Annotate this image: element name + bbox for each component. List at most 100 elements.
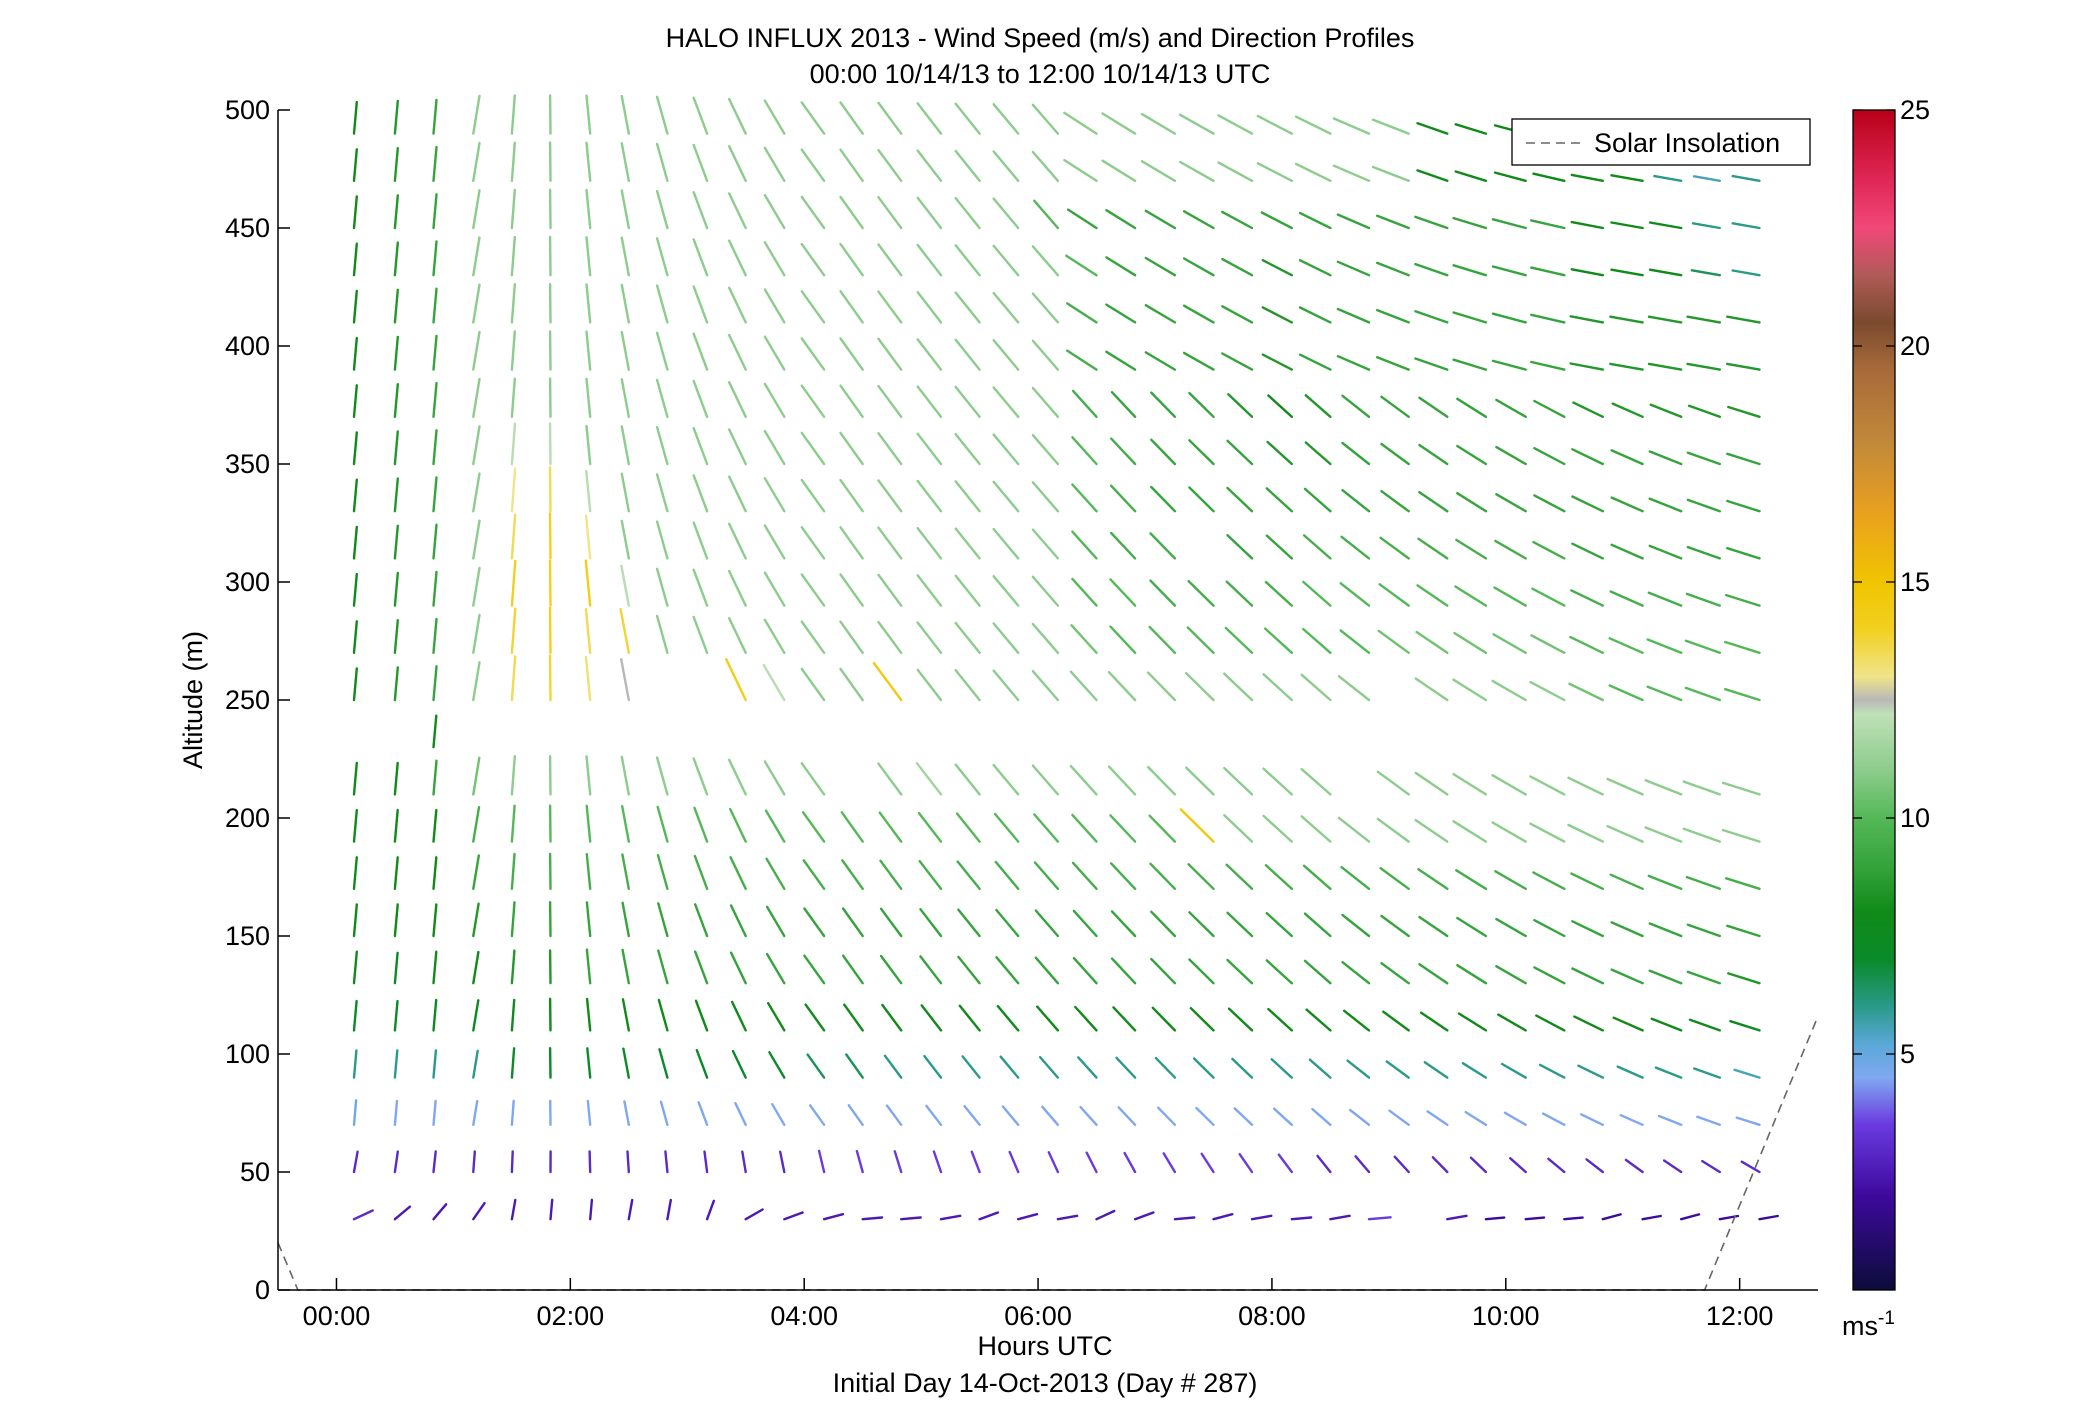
wind-barb <box>1223 814 1254 843</box>
wind-barb <box>655 426 669 466</box>
wind-barb <box>728 97 747 135</box>
wind-barb <box>1646 685 1683 702</box>
wind-barb <box>1303 912 1332 938</box>
wind-barb <box>855 1149 864 1174</box>
wind-barb <box>877 479 903 513</box>
wind-barb <box>1085 1151 1098 1174</box>
y-tick-label: 150 <box>225 921 270 951</box>
wind-barb <box>432 1203 448 1221</box>
wind-barb <box>1648 450 1683 466</box>
wind-barb <box>432 665 438 702</box>
wind-barb <box>877 384 903 418</box>
wind-barb <box>1140 112 1177 135</box>
wind-barb <box>1532 172 1566 183</box>
wind-barb <box>1452 216 1488 230</box>
wind-barb <box>1371 118 1410 135</box>
wind-barb <box>1686 498 1722 513</box>
wind-barb <box>1610 221 1644 230</box>
wind-barb <box>1727 972 1761 985</box>
wind-barb <box>1261 353 1294 371</box>
wind-barb <box>1619 1113 1644 1127</box>
wind-barb <box>1385 1060 1410 1079</box>
wind-barb <box>1294 115 1332 135</box>
wind-barb <box>352 478 358 513</box>
wind-barb <box>1393 1155 1410 1174</box>
wind-barb <box>992 339 1020 371</box>
wind-barb <box>1529 775 1566 796</box>
wind-barb <box>1063 111 1098 135</box>
wind-barb <box>1484 1216 1506 1221</box>
wind-barb <box>802 859 826 890</box>
wind-barb <box>1107 765 1137 796</box>
wind-barb <box>1107 671 1137 702</box>
wind-barb <box>1726 499 1761 513</box>
legend[interactable]: Solar Insolation <box>1511 118 1811 166</box>
wind-barb <box>655 142 669 183</box>
wind-barb <box>1533 447 1566 466</box>
wind-barb <box>800 573 826 607</box>
wind-barb <box>822 1212 845 1221</box>
wind-barb <box>1031 292 1060 324</box>
wind-barb <box>1726 924 1761 938</box>
wind-barb <box>549 1198 554 1221</box>
wind-barb <box>472 141 481 183</box>
wind-barb <box>352 289 358 324</box>
wind-barb <box>1532 871 1566 890</box>
wind-barb <box>1692 175 1722 183</box>
wind-barb <box>1491 821 1527 843</box>
wind-barb <box>510 998 516 1032</box>
wind-barb <box>1339 629 1371 654</box>
wind-barb <box>586 1047 592 1079</box>
wind-barb <box>1414 215 1449 230</box>
x-tick-label: 06:00 <box>1004 1301 1072 1331</box>
wind-barb <box>957 908 981 938</box>
wind-barb <box>352 856 358 890</box>
x-axis-label-initial-day: Initial Day 14-Oct-2013 (Day # 287) <box>833 1368 1258 1398</box>
wind-barb <box>1105 350 1137 371</box>
wind-barb <box>620 658 630 702</box>
wind-barb <box>801 811 826 843</box>
wind-barb <box>1302 534 1332 560</box>
wind-barb <box>731 1049 747 1079</box>
wind-barb <box>767 1002 786 1032</box>
wind-barb <box>1454 170 1488 183</box>
wind-barb <box>432 759 438 796</box>
wind-barb <box>626 1150 630 1174</box>
wind-barb <box>1646 638 1683 654</box>
wind-barb <box>588 1150 592 1174</box>
wind-barb <box>1188 958 1215 985</box>
wind-barb <box>510 1099 515 1127</box>
wind-barb <box>916 432 943 466</box>
wind-barb <box>992 763 1020 796</box>
wind-barb <box>1723 640 1761 654</box>
wind-barb <box>1731 269 1761 277</box>
wind-barb <box>655 756 669 796</box>
wind-barb <box>1535 1014 1566 1032</box>
wind-barb <box>1524 1216 1546 1221</box>
wind-barb <box>861 1216 884 1221</box>
wind-barb <box>1033 813 1060 843</box>
wind-barb <box>1696 1115 1722 1127</box>
wind-barb <box>1493 586 1527 607</box>
wind-barb <box>1610 921 1644 938</box>
wind-barb <box>915 762 943 796</box>
wind-barb <box>1453 631 1488 654</box>
wind-barb <box>472 566 481 607</box>
wind-barb <box>845 1053 864 1079</box>
wind-barb <box>1173 1216 1196 1221</box>
x-tick-label: 08:00 <box>1238 1301 1306 1331</box>
wind-barb <box>1300 673 1332 702</box>
y-tick-label: 400 <box>225 331 270 361</box>
wind-barb <box>1038 1055 1060 1079</box>
wind-barb <box>1298 259 1332 277</box>
wind-barb <box>877 196 903 230</box>
wind-barb <box>692 427 709 466</box>
wind-barb <box>1414 677 1449 702</box>
wind-barb <box>623 1100 630 1127</box>
wind-barb <box>510 1198 517 1221</box>
wind-barb <box>432 334 438 371</box>
wind-barb <box>978 1211 1000 1221</box>
wind-barb <box>1302 864 1332 890</box>
colorbar: 5 10 15 20 25 ms-1 <box>1842 95 1930 1341</box>
wind-barb <box>1149 532 1177 560</box>
